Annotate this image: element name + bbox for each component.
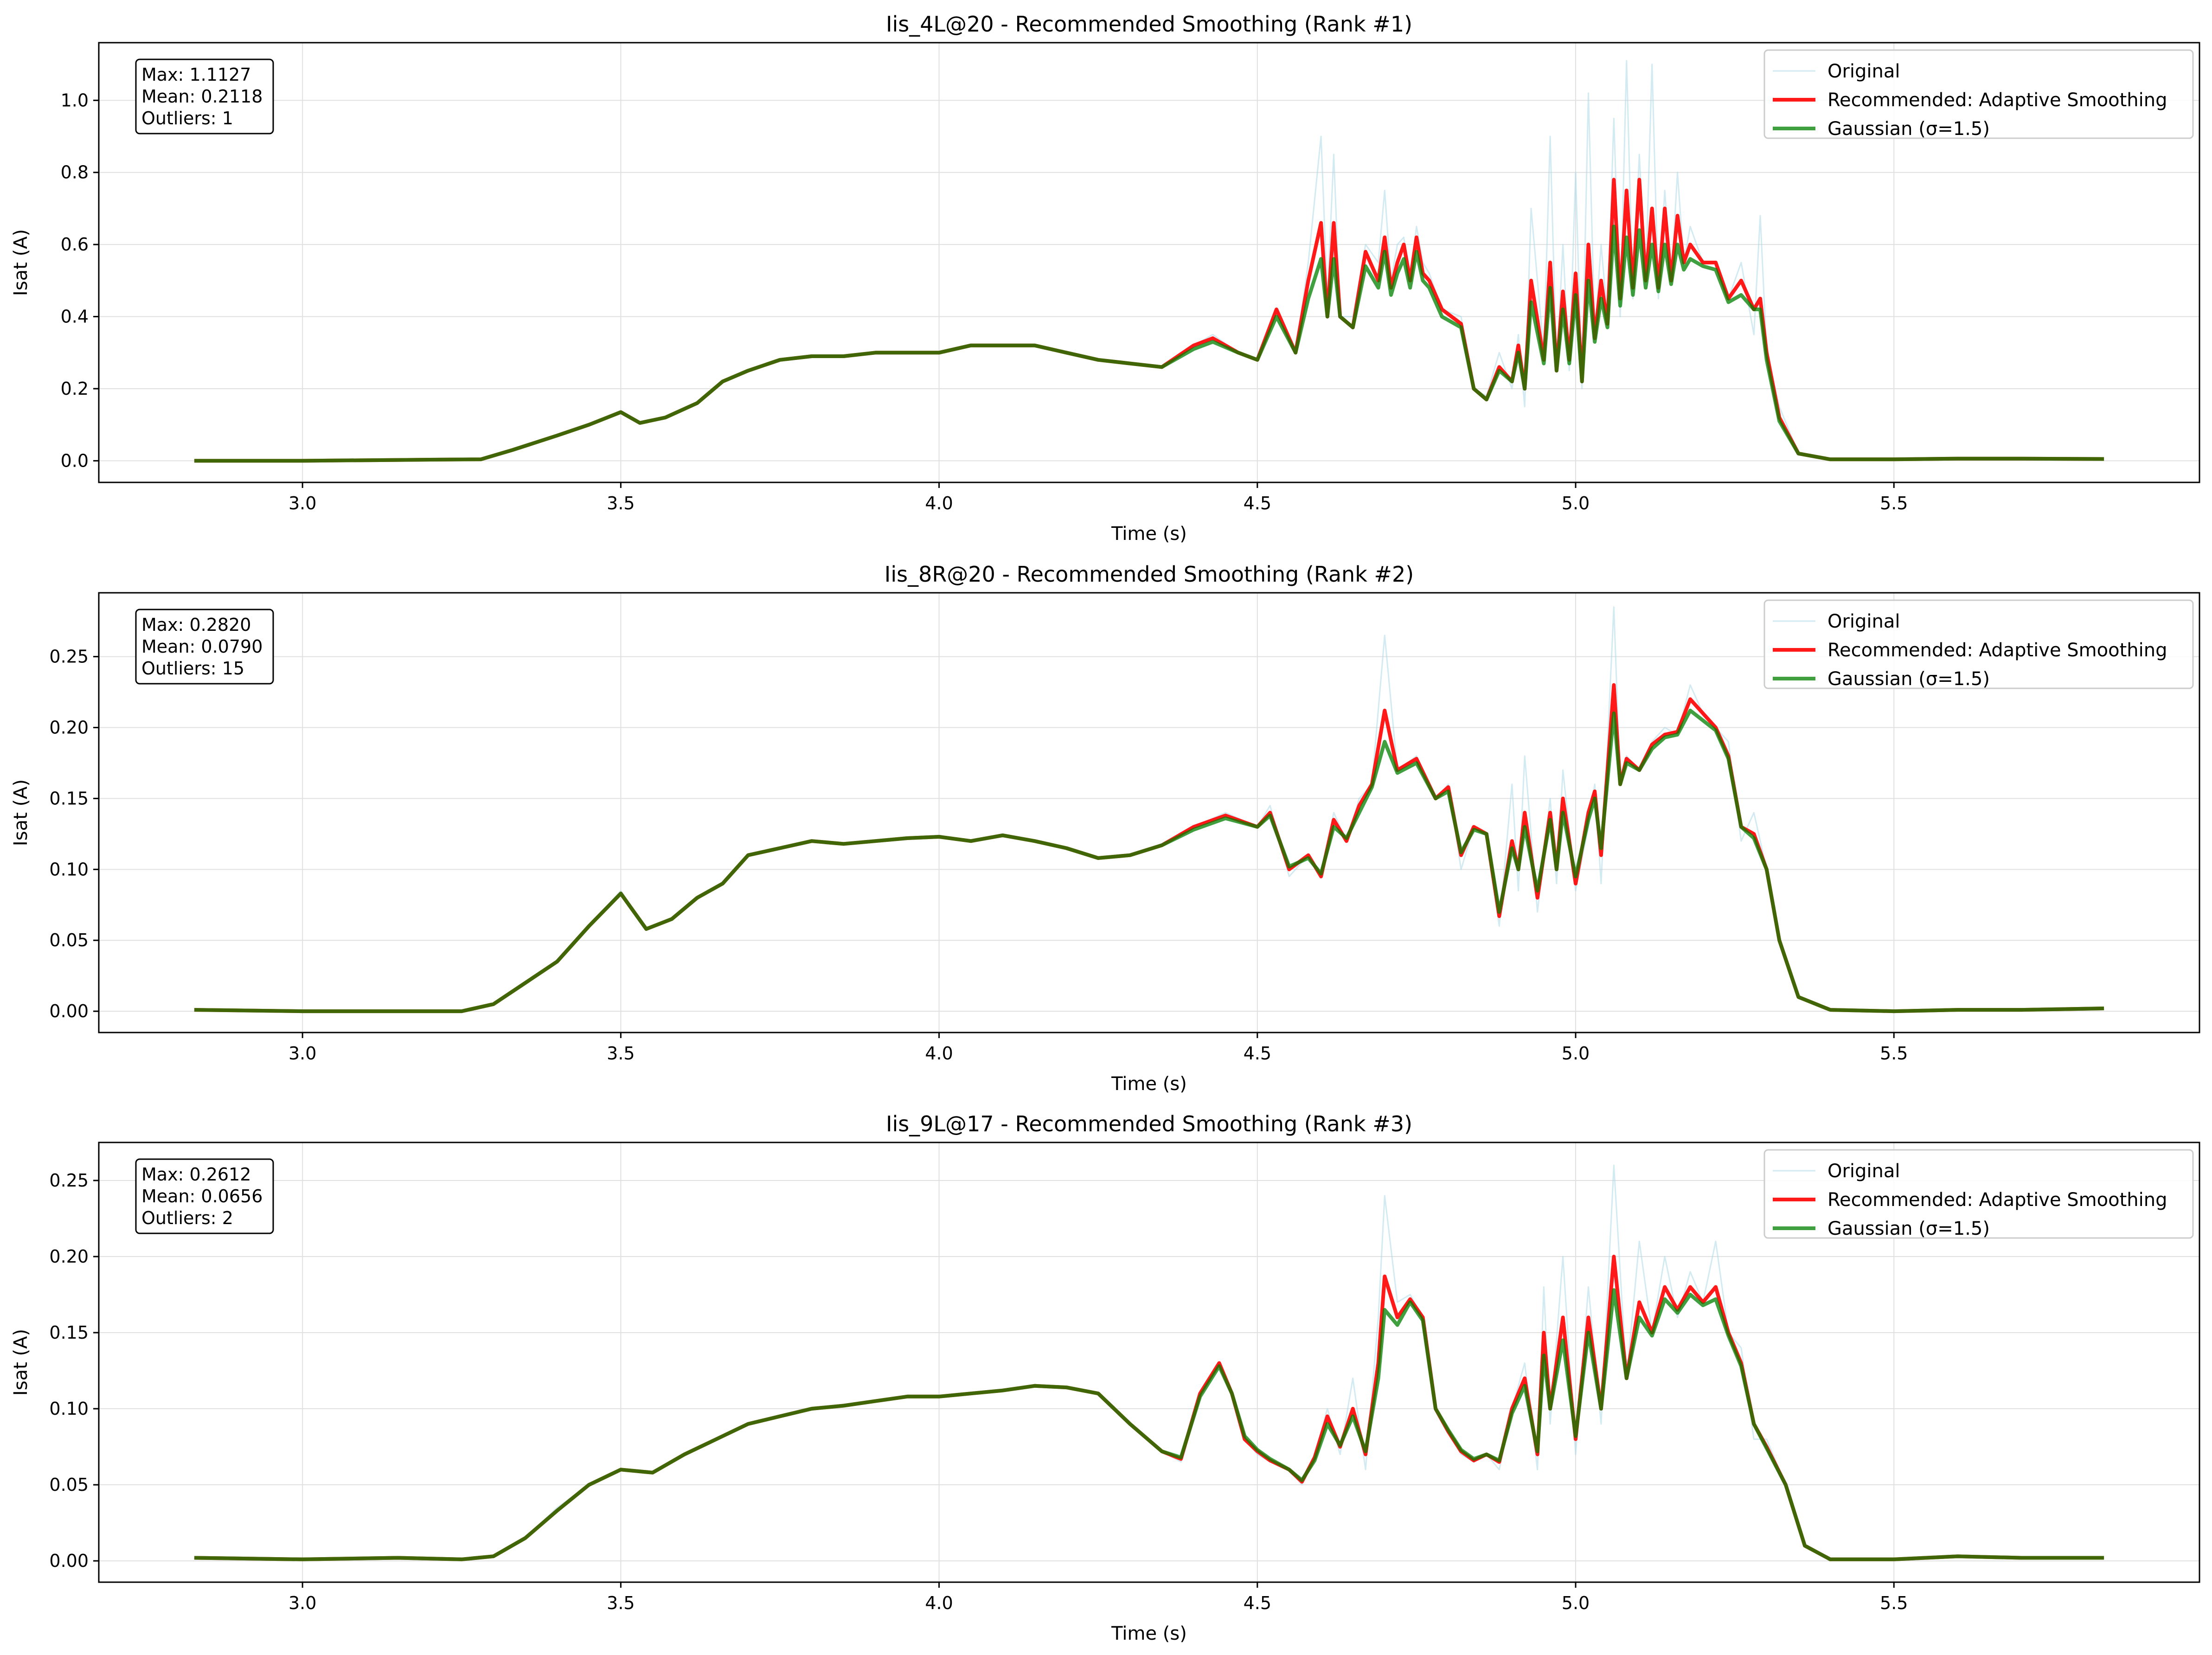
stats-box-frame (135, 1158, 274, 1234)
x-tick-label: 3.0 (289, 1593, 316, 1613)
y-tick-label: 0.00 (49, 1001, 89, 1021)
x-tick-label: 4.0 (925, 1593, 953, 1613)
x-tick-label: 5.0 (1562, 1593, 1590, 1613)
y-tick-label: 0.6 (61, 234, 89, 255)
stats-box-frame (135, 609, 274, 685)
legend: Original Recommended: Adaptive Smoothing G… (1763, 1149, 2194, 1239)
y-axis-label: Isat (A) (10, 779, 32, 846)
stats-line: Outliers: 2 (141, 1208, 233, 1228)
series-line-gaussian (194, 708, 2104, 1014)
y-tick-label: 0.20 (49, 718, 89, 738)
axes-frame (98, 1142, 2200, 1583)
x-tick-label: 3.0 (289, 493, 316, 513)
x-axis-label: Time (s) (1111, 1623, 1187, 1644)
legend-label: Recommended: Adaptive Smoothing (1827, 640, 2167, 661)
stats-line: Mean: 0.2118 (141, 86, 263, 107)
axes-frame (98, 592, 2200, 1033)
x-tick-label: 5.0 (1562, 1043, 1590, 1064)
x-tick-label: 3.5 (607, 1593, 635, 1613)
x-tick-label: 4.5 (1244, 493, 1271, 513)
chart-title: Iis_9L@17 - Recommended Smoothing (Rank … (886, 1111, 1412, 1136)
axes-frame (98, 42, 2200, 483)
stats-line: Mean: 0.0656 (141, 1186, 263, 1206)
chart-title: Iis_8R@20 - Recommended Smoothing (Rank … (885, 562, 1414, 587)
y-tick-label: 1.0 (61, 90, 89, 110)
x-tick-label: 3.5 (607, 1043, 635, 1064)
x-tick-label: 4.5 (1244, 1043, 1271, 1064)
chart-panel-1: 3.0 3.5 4.0 4.5 5.0 5.5 0.0 0.2 0.4 0.6 0.8 1.0 Iis_… (10, 12, 2200, 545)
x-tick-label: 5.5 (1880, 493, 1908, 513)
x-tick-label: 5.5 (1880, 1043, 1908, 1064)
chart-panel-3: 3.0 3.5 4.0 4.5 5.0 5.5 0.00 0.05 0.10 0.15 0.20 0.… (10, 1111, 2200, 1644)
y-tick-label: 0.15 (49, 1322, 89, 1343)
legend: Original Recommended: Adaptive Smoothing G… (1763, 599, 2194, 690)
x-tick-label: 4.0 (925, 493, 953, 513)
y-axis-label: Isat (A) (10, 1329, 32, 1396)
legend-label: Gaussian (σ=1.5) (1827, 118, 1990, 140)
legend-label: Original (1827, 1161, 1900, 1182)
legend-frame (1763, 1149, 2194, 1239)
series-line-gaussian (194, 225, 2104, 463)
x-tick-label: 4.5 (1244, 1593, 1271, 1613)
chart-panel-2: 3.0 3.5 4.0 4.5 5.0 5.5 0.00 0.05 0.10 0.15 0.20 0.… (10, 562, 2200, 1095)
series-line-gaussian (194, 1288, 2104, 1561)
y-tick-label: 0.2 (61, 378, 89, 399)
y-tick-label: 0.10 (49, 859, 89, 879)
legend-label: Gaussian (σ=1.5) (1827, 1218, 1990, 1239)
legend-frame (1763, 49, 2194, 139)
legend-frame (1763, 599, 2194, 689)
stats-line: Mean: 0.0790 (141, 636, 263, 657)
x-tick-label: 5.5 (1880, 1593, 1908, 1613)
stats-line: Outliers: 1 (141, 108, 233, 128)
legend-label: Original (1827, 611, 1900, 632)
x-axis-label: Time (s) (1111, 1073, 1187, 1095)
y-tick-label: 0.0 (61, 450, 89, 471)
legend: Original Recommended: Adaptive Smoothing G… (1763, 49, 2194, 140)
y-tick-label: 0.10 (49, 1398, 89, 1419)
x-tick-label: 3.5 (607, 493, 635, 513)
y-tick-label: 0.05 (49, 1475, 89, 1495)
stats-line: Max: 0.2612 (141, 1164, 251, 1185)
legend-label: Gaussian (σ=1.5) (1827, 668, 1990, 690)
y-tick-label: 0.8 (61, 162, 89, 183)
x-tick-label: 4.0 (925, 1043, 953, 1064)
y-tick-label: 0.00 (49, 1551, 89, 1571)
chart-title: Iis_4L@20 - Recommended Smoothing (Rank … (886, 12, 1412, 37)
y-tick-label: 0.4 (61, 307, 89, 327)
y-tick-label: 0.25 (49, 647, 89, 667)
stats-line: Max: 0.2820 (141, 615, 251, 635)
legend-label: Recommended: Adaptive Smoothing (1827, 90, 2167, 111)
x-tick-label: 5.0 (1562, 493, 1590, 513)
x-axis-label: Time (s) (1111, 523, 1187, 545)
y-tick-label: 0.25 (49, 1170, 89, 1191)
x-tick-label: 3.0 (289, 1043, 316, 1064)
y-tick-label: 0.15 (49, 788, 89, 808)
stats-box-frame (135, 58, 274, 135)
stats-line: Outliers: 15 (141, 658, 244, 679)
y-tick-label: 0.05 (49, 930, 89, 950)
y-tick-label: 0.20 (49, 1246, 89, 1267)
legend-label: Recommended: Adaptive Smoothing (1827, 1189, 2167, 1211)
legend-label: Original (1827, 61, 1900, 82)
y-axis-label: Isat (A) (10, 229, 32, 296)
stats-line: Max: 1.1127 (141, 64, 251, 85)
